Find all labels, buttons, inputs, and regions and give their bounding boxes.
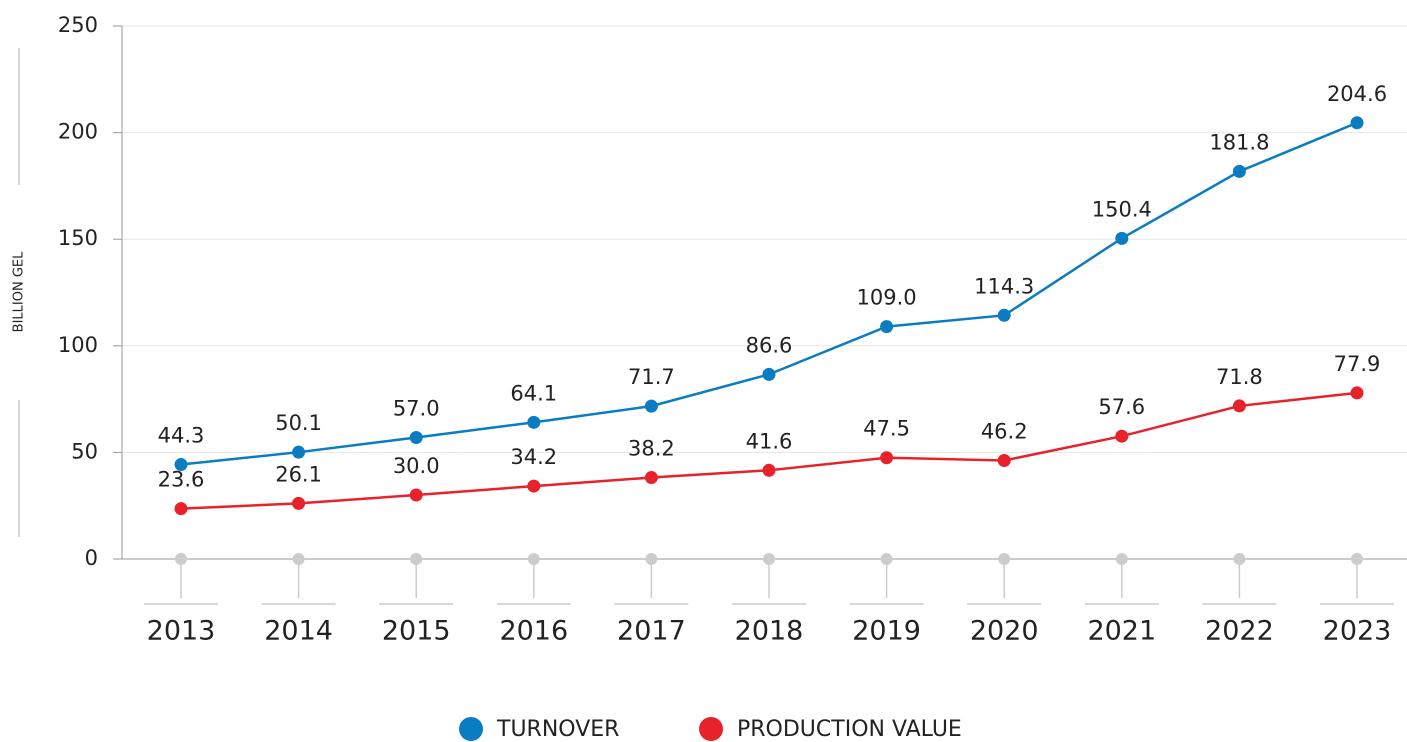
x-tick-label: 2018 <box>735 616 804 647</box>
data-label: 150.4 <box>1092 197 1152 221</box>
data-point <box>174 502 188 516</box>
data-label: 30.0 <box>393 454 440 478</box>
data-label: 77.9 <box>1334 352 1381 376</box>
category-marker <box>410 553 423 565</box>
legend-label: PRODUCTION VALUE <box>737 717 962 742</box>
data-point <box>409 488 423 502</box>
data-point <box>409 430 423 444</box>
data-point <box>997 454 1011 468</box>
legend-swatch <box>699 717 723 741</box>
y-tick-label: 50 <box>71 439 98 463</box>
data-label: 109.0 <box>857 286 917 310</box>
data-point <box>1115 231 1129 245</box>
data-label: 47.5 <box>863 417 910 441</box>
data-label: 50.1 <box>275 411 322 435</box>
x-tick-label: 2014 <box>264 616 333 647</box>
data-point <box>527 415 541 429</box>
category-marker <box>645 553 658 565</box>
data-label: 181.8 <box>1209 130 1269 154</box>
x-tick-label: 2020 <box>970 616 1039 647</box>
x-tick-label: 2013 <box>147 616 216 647</box>
data-label: 204.6 <box>1327 82 1387 106</box>
category-marker <box>763 553 775 565</box>
data-label: 114.3 <box>974 274 1034 298</box>
legend-label: TURNOVER <box>496 717 619 742</box>
data-point <box>880 451 894 465</box>
y-tick-label: 150 <box>58 226 98 250</box>
data-label: 86.6 <box>746 333 793 357</box>
legend-swatch <box>459 717 483 741</box>
data-label: 34.2 <box>510 445 557 469</box>
category-marker <box>175 553 187 565</box>
data-label: 26.1 <box>275 462 322 486</box>
data-point <box>997 308 1011 322</box>
data-point <box>174 458 188 472</box>
y-axis-label: BILLION GEL <box>12 251 27 332</box>
data-point <box>880 320 894 334</box>
data-label: 57.6 <box>1098 395 1145 419</box>
category-marker <box>1115 553 1128 565</box>
data-point <box>1350 386 1364 400</box>
x-tick-label: 2017 <box>617 616 686 647</box>
data-point <box>292 496 306 510</box>
x-tick-label: 2015 <box>382 616 451 647</box>
data-label: 64.1 <box>510 381 557 405</box>
category-marker <box>998 553 1011 565</box>
data-label: 71.8 <box>1216 365 1263 389</box>
data-label: 71.7 <box>628 365 675 389</box>
legend: TURNOVER PRODUCTION VALUE <box>459 717 962 742</box>
data-label: 44.3 <box>158 424 205 448</box>
data-point <box>1232 164 1246 178</box>
data-label: 41.6 <box>746 429 793 453</box>
y-tick-label: 100 <box>58 333 98 357</box>
x-tick-label: 2016 <box>499 616 568 647</box>
category-marker <box>1351 553 1363 565</box>
y-tick-label: 200 <box>58 120 98 144</box>
data-point <box>1115 429 1129 443</box>
data-label: 38.2 <box>628 437 675 461</box>
x-tick-label: 2019 <box>852 616 921 647</box>
category-marker <box>292 553 305 565</box>
x-tick-label: 2023 <box>1323 616 1392 647</box>
x-tick-label: 2022 <box>1205 616 1274 647</box>
x-tick-label: 2021 <box>1087 616 1156 647</box>
y-tick-label: 0 <box>85 546 98 570</box>
y-tick-label: 250 <box>58 13 98 37</box>
data-label: 57.0 <box>393 396 440 420</box>
series-line <box>180 121 1358 466</box>
data-point <box>1232 399 1246 413</box>
data-point <box>1350 116 1364 130</box>
category-marker <box>880 553 893 565</box>
data-label: 23.6 <box>158 468 205 492</box>
category-marker <box>1233 553 1246 565</box>
data-label: 46.2 <box>981 420 1028 444</box>
category-marker <box>527 553 540 565</box>
data-point <box>527 479 541 493</box>
data-point <box>762 463 776 477</box>
data-point <box>644 399 658 413</box>
data-point <box>644 471 658 485</box>
data-point <box>762 367 776 381</box>
data-point <box>292 445 306 459</box>
